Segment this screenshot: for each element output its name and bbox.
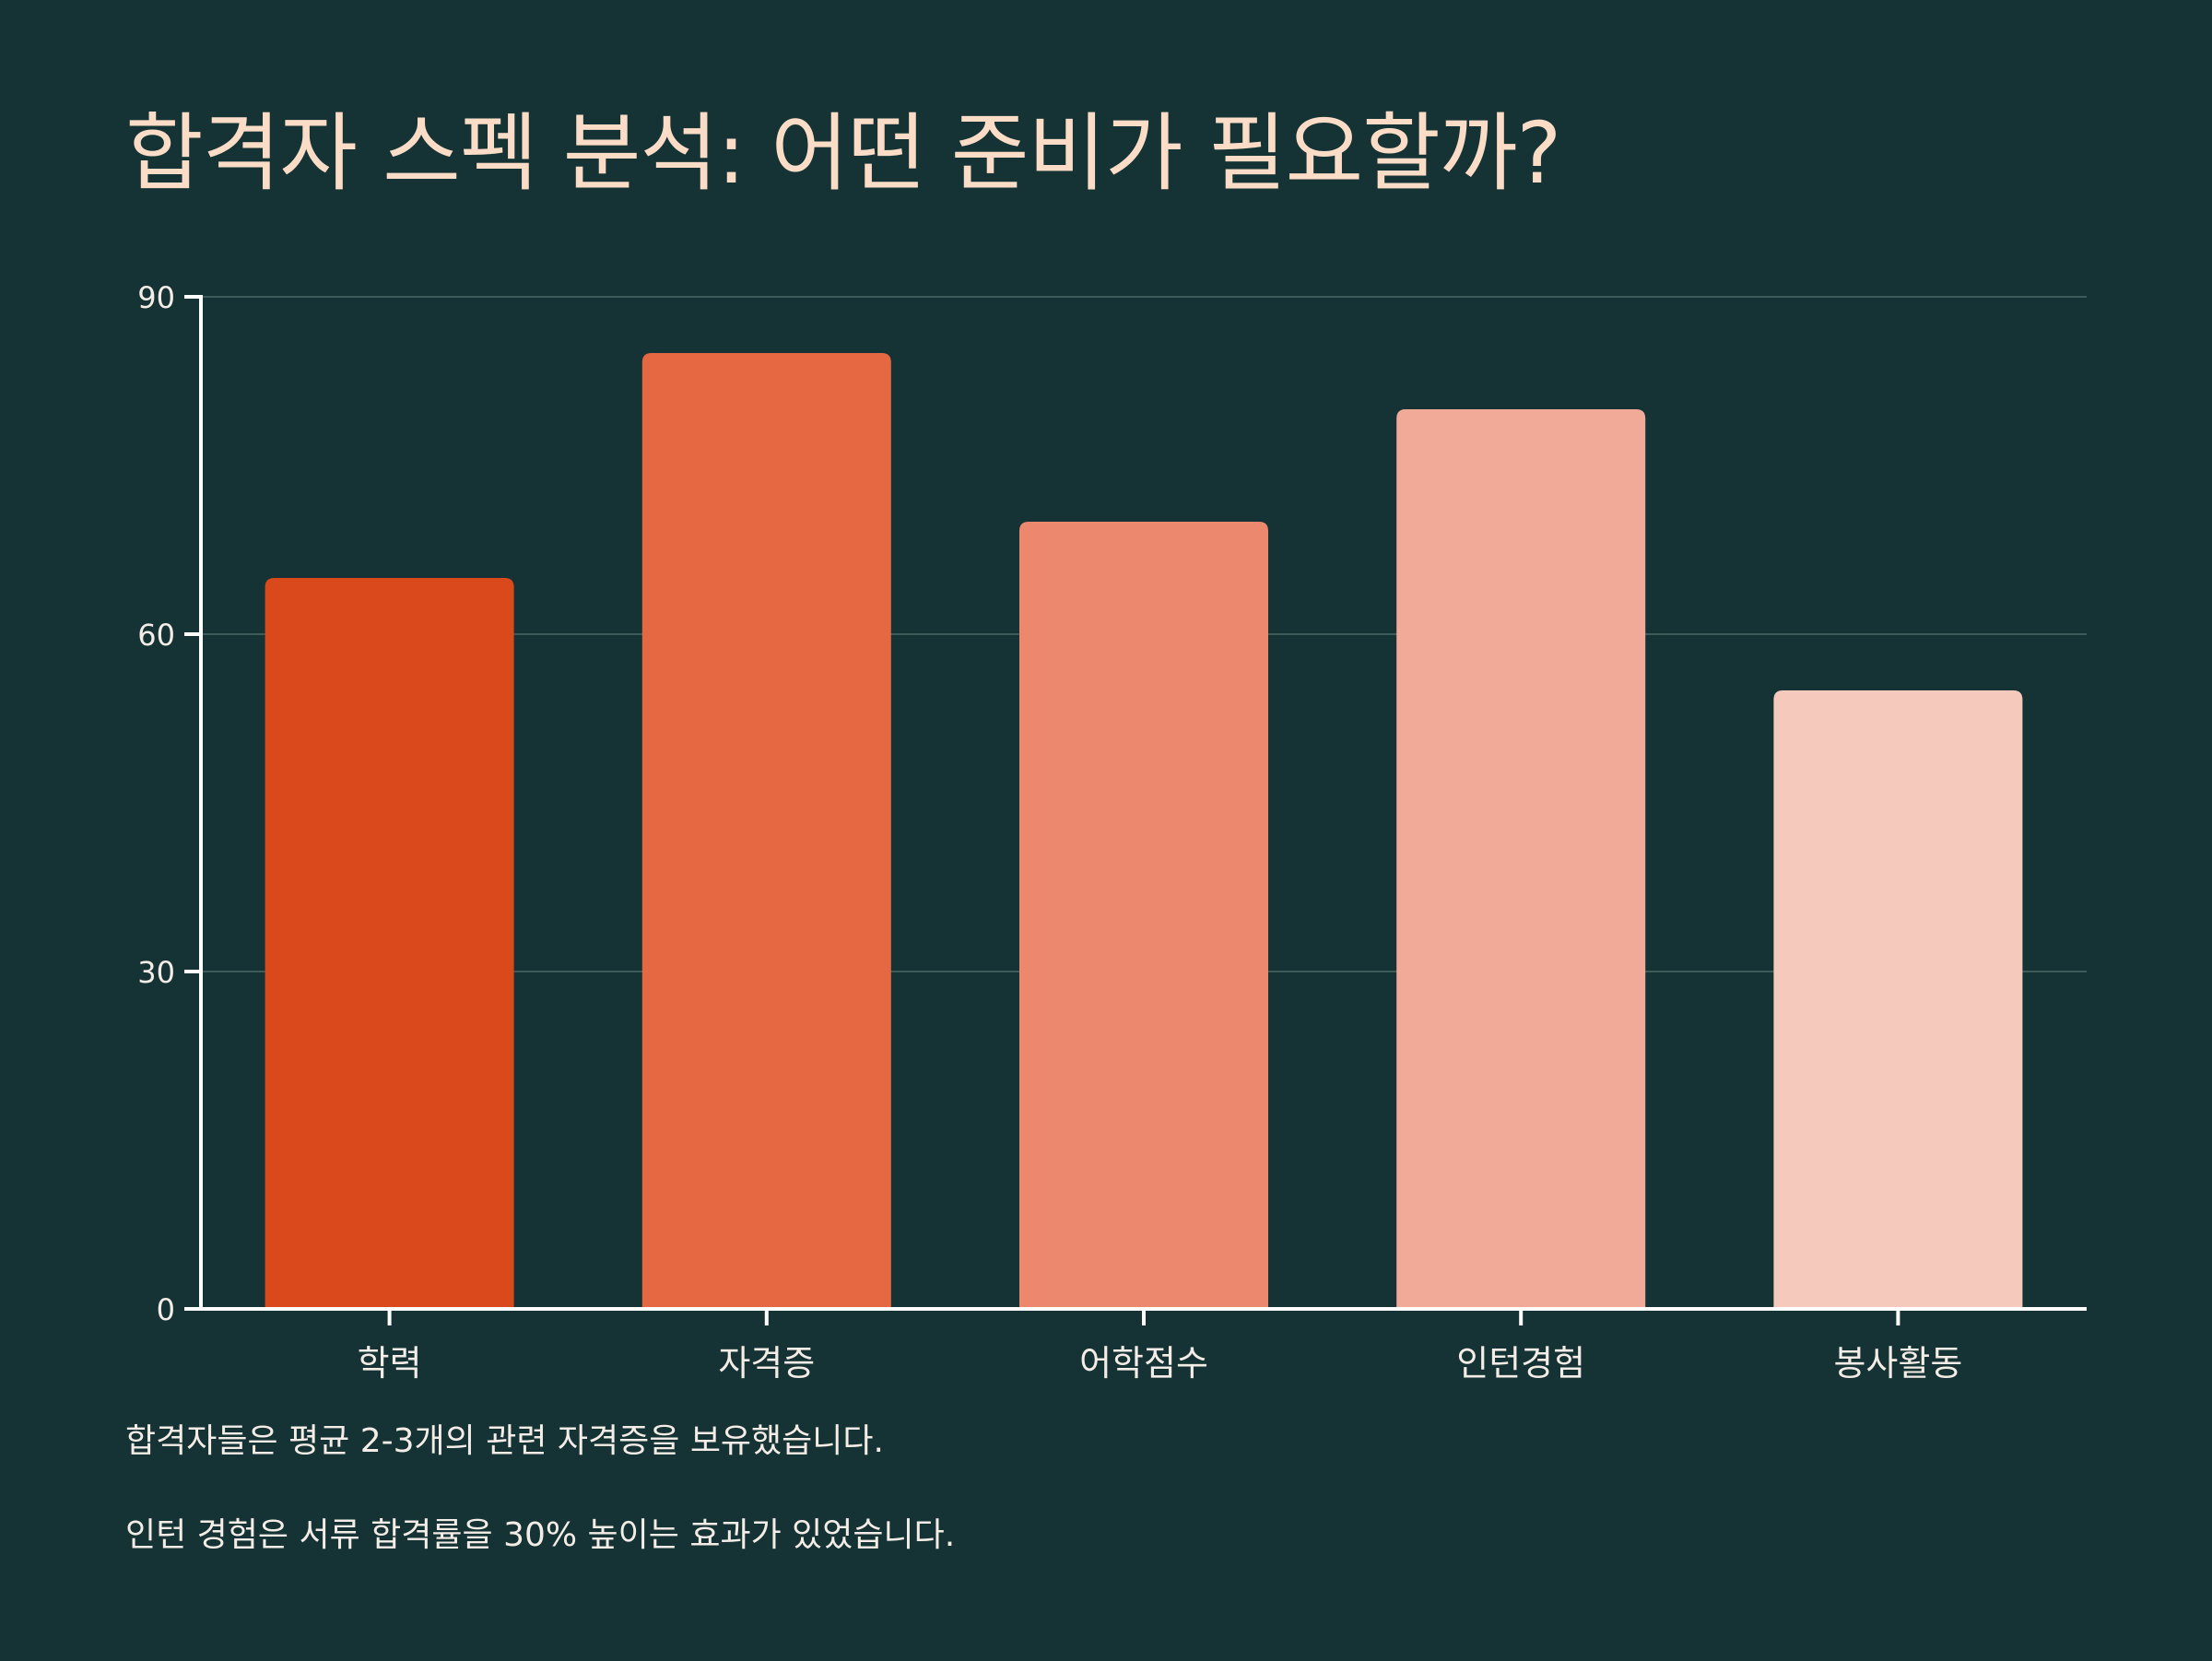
bar-chart: 0 30 60 90 학력 자격증 어학점수 인턴경험 봉사활동 (137, 280, 2087, 1383)
bar-1 (265, 578, 514, 1309)
bar-2 (641, 353, 891, 1309)
note-internship: 인턴 경험은 서류 합격률을 30% 높이는 효과가 있었습니다. (125, 1516, 956, 1554)
y-tick-label: 30 (137, 955, 175, 990)
chart-title: 합격자 스펙 분석: 어떤 준비가 필요할까? (125, 104, 1561, 203)
bar-3 (1019, 522, 1268, 1309)
note-certificates: 합격자들은 평균 2-3개의 관련 자격증을 보유했습니다. (125, 1422, 884, 1460)
x-tick-label: 인턴경험 (1456, 1343, 1585, 1383)
y-tick-label: 60 (137, 618, 175, 653)
y-tick-label: 0 (157, 1292, 175, 1327)
x-tick-label: 어학점수 (1079, 1343, 1208, 1383)
bar-4 (1396, 409, 1646, 1309)
x-tick-label: 봉사활동 (1833, 1343, 1962, 1383)
x-tick-label: 학력 (358, 1343, 422, 1383)
y-tick-label: 90 (137, 280, 175, 315)
x-tick-label: 자격증 (718, 1343, 815, 1383)
bar-5 (1773, 690, 2023, 1309)
